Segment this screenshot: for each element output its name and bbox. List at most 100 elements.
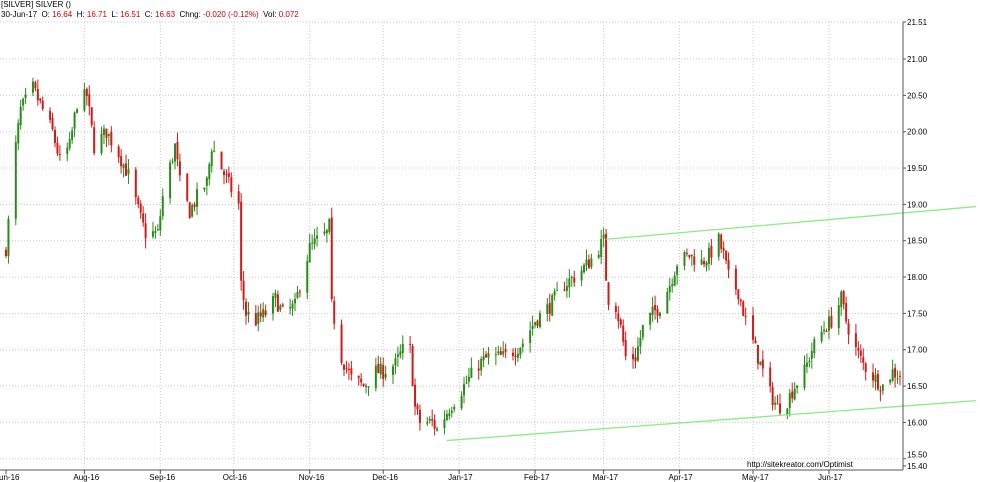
candle-body: [803, 364, 806, 388]
candle-body: [340, 324, 343, 363]
candle-body: [105, 128, 108, 138]
candle-body: [296, 291, 299, 298]
y-tick-label: 18.50: [907, 237, 928, 246]
candle-body: [864, 363, 867, 372]
candle-body: [463, 384, 466, 396]
candle-body: [470, 367, 473, 378]
x-tick-label: May-17: [742, 473, 769, 482]
candle-body: [240, 201, 243, 281]
candle-body: [896, 378, 899, 380]
candle-body: [859, 350, 862, 356]
candle-body: [254, 313, 257, 326]
candle-body: [720, 234, 723, 249]
candle-body: [499, 351, 502, 355]
candle-body: [830, 315, 833, 328]
candle-body: [134, 169, 137, 198]
candle-body: [174, 143, 177, 162]
candle-body: [328, 218, 331, 232]
candle-body: [34, 82, 37, 89]
candle-body: [213, 150, 216, 152]
candle-body: [262, 309, 265, 318]
candle-body: [734, 268, 737, 290]
candle-body: [671, 284, 674, 287]
candle-body: [467, 376, 470, 382]
x-tick-label: Apr-17: [669, 473, 694, 482]
candle-body: [14, 142, 17, 219]
candle-body: [24, 94, 27, 98]
candle-body: [306, 261, 309, 293]
candle-body: [271, 296, 274, 314]
candle-body: [120, 156, 123, 167]
candle-body: [805, 362, 808, 367]
candle-body: [658, 312, 661, 317]
low-label: L:: [111, 10, 119, 19]
candle-body: [676, 266, 679, 275]
candle-body: [122, 164, 125, 169]
watermark-url: http://sitekreator.com/Optimist: [747, 460, 854, 469]
candle-body: [85, 88, 88, 97]
y-axis: 15.40 15.50 16.00 16.50 17.00 17.50 18.00 18.50…: [903, 18, 928, 471]
candle-body: [641, 324, 644, 338]
candle-body: [899, 375, 901, 377]
candle-body: [443, 419, 446, 428]
candle-body: [350, 368, 353, 375]
candle-body: [531, 325, 534, 330]
candle-body: [690, 254, 693, 257]
candle-body: [482, 356, 485, 361]
y-tick-label: 20.50: [907, 91, 928, 100]
candle-body: [837, 305, 840, 329]
candle-body: [51, 117, 54, 130]
low-value: 16.51: [120, 10, 141, 19]
candle-body: [416, 405, 419, 410]
candle-body: [144, 223, 147, 239]
candle-body: [259, 312, 262, 317]
change-value: -0.020 (-0.12%): [203, 10, 259, 19]
candle-body: [722, 248, 725, 251]
candle-body: [710, 245, 713, 258]
trendline: [606, 205, 976, 240]
candle-body: [291, 303, 294, 309]
candle-body: [666, 291, 669, 314]
candle-body: [151, 231, 154, 237]
candle-body: [683, 252, 686, 266]
candle-body: [161, 196, 164, 217]
candle-body: [102, 128, 105, 135]
candle-body: [673, 275, 676, 286]
candle-body: [823, 329, 826, 332]
candle-body: [516, 353, 519, 358]
trendline: [446, 399, 976, 442]
readout-date: 30-Jun-17: [1, 10, 38, 19]
candle-body: [570, 276, 573, 278]
candle-body: [825, 331, 828, 333]
candle-body: [776, 403, 779, 405]
candle-body: [778, 403, 781, 414]
x-tick-label: Mar-17: [593, 473, 619, 482]
candle-body: [556, 289, 559, 291]
candle-body: [705, 262, 708, 267]
candle-body: [159, 216, 162, 231]
candle-body: [76, 109, 79, 113]
candle-body: [654, 304, 657, 311]
x-tick-label: Jun-16: [0, 473, 20, 482]
candle-body: [597, 254, 600, 258]
candle-body: [117, 146, 120, 158]
candle-body: [193, 204, 196, 207]
candle-body: [534, 322, 537, 326]
candle-body: [178, 161, 181, 176]
candle-body: [450, 410, 453, 413]
candle-body: [487, 353, 490, 358]
candle-body: [379, 363, 382, 375]
open-value: 16.64: [52, 10, 73, 19]
candle-body: [791, 391, 794, 399]
candle-body: [617, 313, 620, 322]
y-tick-label: 18.00: [907, 273, 928, 282]
candle-body: [796, 385, 799, 388]
candle-body: [156, 229, 159, 231]
candle-body: [230, 177, 233, 193]
candle-body: [257, 312, 260, 325]
candle-body: [345, 368, 348, 370]
candle-body: [391, 366, 394, 375]
y-tick-label: 16.50: [907, 382, 928, 391]
candle-body: [396, 354, 399, 357]
